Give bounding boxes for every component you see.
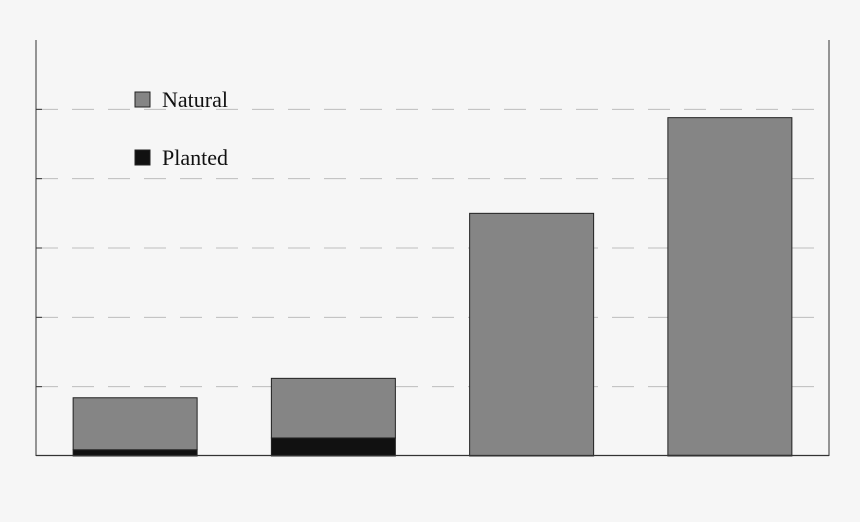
bar-natural bbox=[72, 397, 198, 451]
bar-natural bbox=[469, 212, 595, 457]
bar-natural bbox=[270, 377, 396, 439]
legend-label-natural: Natural bbox=[162, 87, 228, 112]
bars bbox=[72, 117, 793, 457]
bar-planted bbox=[270, 437, 396, 457]
legend: Natural Planted bbox=[134, 87, 228, 170]
legend-swatch-natural bbox=[134, 91, 151, 108]
legend-label-planted: Planted bbox=[162, 145, 228, 170]
bar-natural bbox=[667, 117, 793, 456]
legend-swatch-planted bbox=[134, 149, 151, 166]
axes bbox=[35, 40, 830, 457]
